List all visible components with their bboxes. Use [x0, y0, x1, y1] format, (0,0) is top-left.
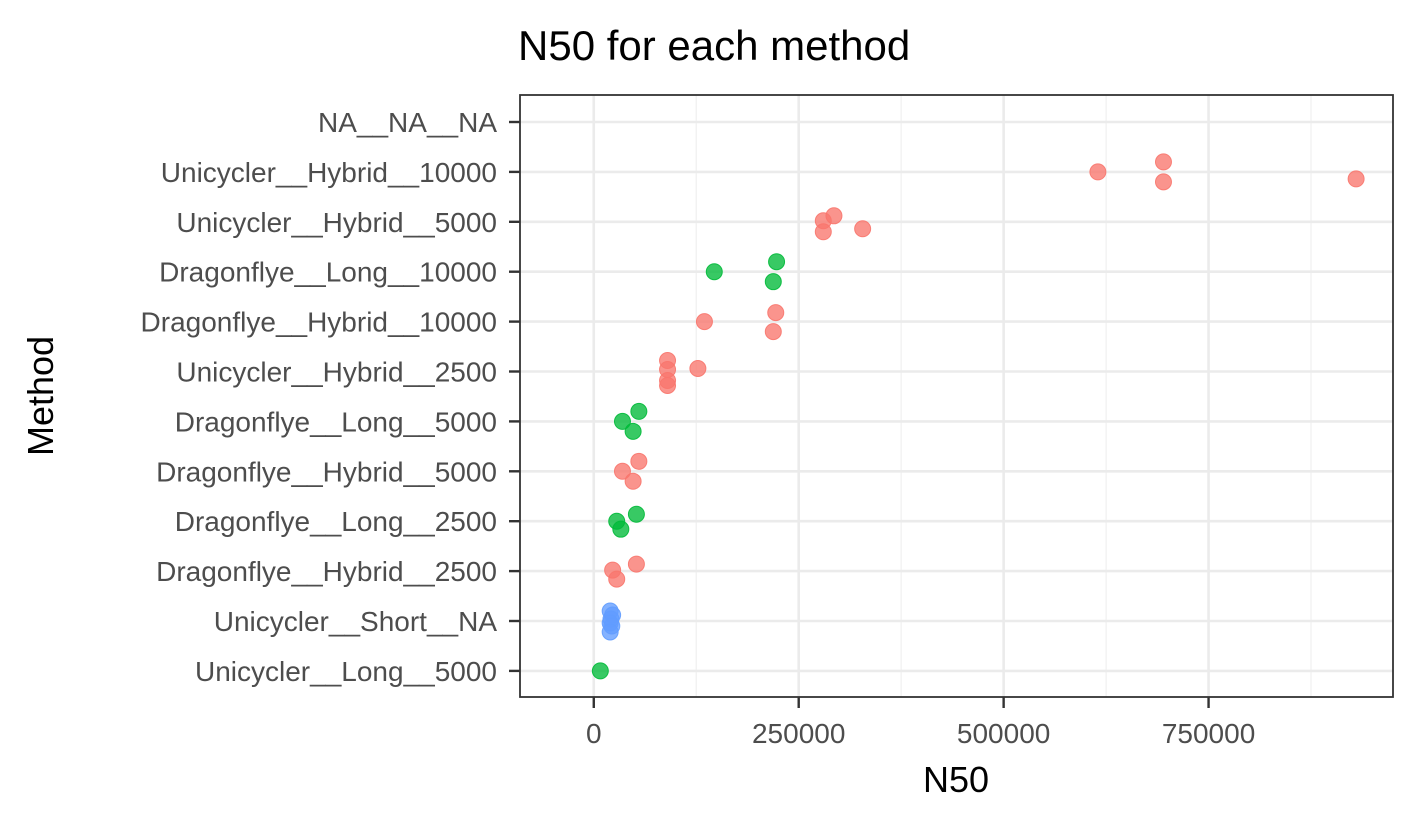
data-point-hybrid: [689, 360, 707, 378]
data-point-short: [601, 623, 619, 641]
data-point-hybrid: [608, 570, 626, 588]
data-point-hybrid: [613, 462, 631, 480]
data-point-hybrid: [1154, 153, 1172, 171]
y-axis: NA__NA__NA Unicycler__Hybrid__10000 Unicyc…: [141, 107, 520, 687]
data-point-hybrid: [1089, 163, 1107, 181]
major-gridlines: [520, 95, 1393, 697]
y-tick-label: NA__NA__NA: [318, 107, 497, 138]
data-point-hybrid: [764, 323, 782, 341]
x-tick-label: 250000: [752, 718, 845, 749]
x-tick-label: 750000: [1162, 718, 1255, 749]
y-tick-label: Dragonflye__Long__2500: [175, 506, 497, 537]
minor-gridlines: [695, 95, 1312, 697]
data-point-long: [764, 273, 782, 291]
y-tick-label: Unicycler__Hybrid__10000: [161, 157, 497, 188]
data-point-hybrid: [695, 313, 713, 331]
x-tick-label: 500000: [957, 718, 1050, 749]
y-tick-label: Dragonflye__Hybrid__10000: [141, 307, 497, 338]
y-tick-label: Unicycler__Short__NA: [214, 606, 498, 637]
data-point-hybrid: [627, 555, 645, 573]
data-point-long: [627, 505, 645, 523]
data-point-hybrid: [1154, 173, 1172, 191]
data-point-hybrid: [1347, 170, 1365, 188]
y-tick-label: Dragonflye__Long__5000: [175, 406, 497, 437]
data-point-hybrid: [624, 472, 642, 490]
chart-title: N50 for each method: [518, 22, 910, 69]
panel-border-rect: [519, 94, 1394, 698]
y-tick-label: Dragonflye__Long__10000: [159, 257, 497, 288]
plot-panel: [520, 95, 1393, 697]
plot-background: [520, 95, 1393, 697]
y-tick-label: Dragonflye__Hybrid__5000: [156, 456, 497, 487]
data-point-hybrid: [630, 452, 648, 470]
data-point-hybrid: [767, 304, 785, 322]
data-point-long: [612, 520, 630, 538]
data-point-long: [613, 412, 631, 430]
data-point-hybrid: [825, 207, 843, 225]
y-tick-label: Dragonflye__Hybrid__2500: [156, 556, 497, 587]
y-tick-label: Unicycler__Long__5000: [195, 656, 497, 687]
y-tick-label: Unicycler__Hybrid__2500: [176, 357, 497, 388]
panel-border: [519, 94, 1394, 698]
data-point-long: [591, 662, 609, 680]
data-point-long: [705, 263, 723, 281]
data-point-long: [768, 253, 786, 271]
x-axis: 0 250000 500000 750000: [586, 697, 1255, 749]
data-point-long: [630, 402, 648, 420]
data-point-hybrid: [854, 220, 872, 238]
data-point-hybrid: [814, 223, 832, 241]
y-tick-label: Unicycler__Hybrid__5000: [176, 207, 497, 238]
data-point-hybrid: [659, 376, 677, 394]
x-tick-label: 0: [586, 718, 602, 749]
y-axis-title: Method: [20, 336, 61, 456]
data-points: [591, 153, 1365, 680]
data-point-long: [624, 422, 642, 440]
x-axis-title: N50: [923, 759, 989, 800]
